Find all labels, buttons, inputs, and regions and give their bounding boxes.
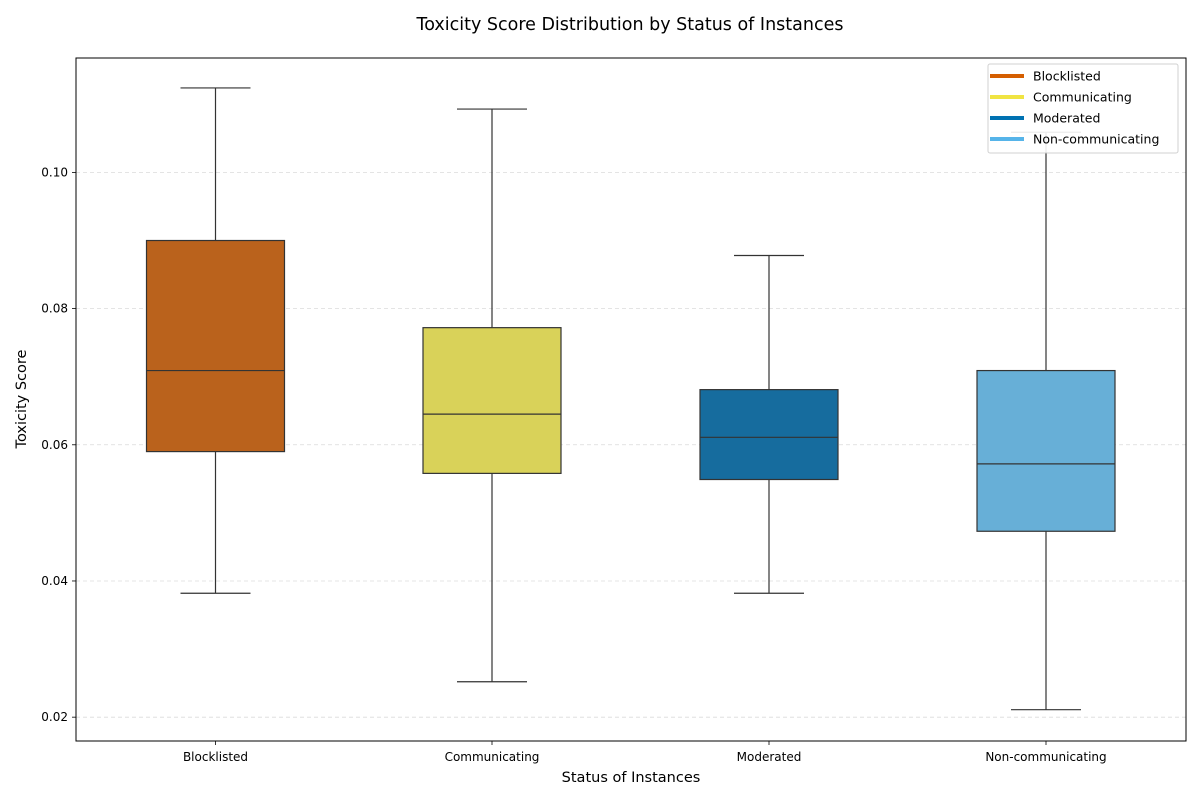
legend-label: Blocklisted: [1033, 69, 1101, 84]
box-group: [422, 108, 562, 683]
legend-label: Communicating: [1033, 90, 1132, 105]
box-group: [699, 254, 839, 594]
x-tick-label: Moderated: [737, 750, 802, 764]
box-iqr: [699, 389, 839, 481]
legend-frame: [987, 63, 1179, 154]
legend-label: Non-communicating: [1033, 132, 1159, 147]
x-tick-label: Non-communicating: [985, 750, 1106, 764]
x-axis-ticks: Blocklisted Communicating Moderated Non-com…: [183, 741, 1107, 764]
y-tick-label: 0.02: [41, 710, 68, 724]
box-group: [145, 87, 286, 594]
legend-label: Moderated: [1033, 111, 1100, 126]
box-iqr: [976, 369, 1116, 532]
y-tick-label: 0.04: [41, 574, 68, 588]
legend: Blocklisted Communicating Moderated Non-com…: [987, 63, 1179, 154]
y-tick-label: 0.08: [41, 302, 68, 316]
y-tick-label: 0.10: [41, 165, 68, 179]
box-iqr: [145, 239, 286, 453]
box-group: [976, 131, 1116, 711]
plot-area-frame: [75, 57, 1187, 742]
box-iqr: [422, 327, 562, 474]
y-tick-label: 0.06: [41, 438, 68, 452]
x-axis-label: Status of Instances: [562, 770, 701, 786]
chart-title: Toxicity Score Distribution by Status of…: [416, 15, 844, 35]
box-series: [145, 87, 1116, 711]
y-axis-label: Toxicity Score: [14, 349, 30, 449]
x-tick-label: Blocklisted: [183, 750, 248, 764]
y-axis-ticks: 0.02 0.04 0.06 0.08 0.10: [41, 165, 76, 724]
x-tick-label: Communicating: [445, 750, 540, 764]
